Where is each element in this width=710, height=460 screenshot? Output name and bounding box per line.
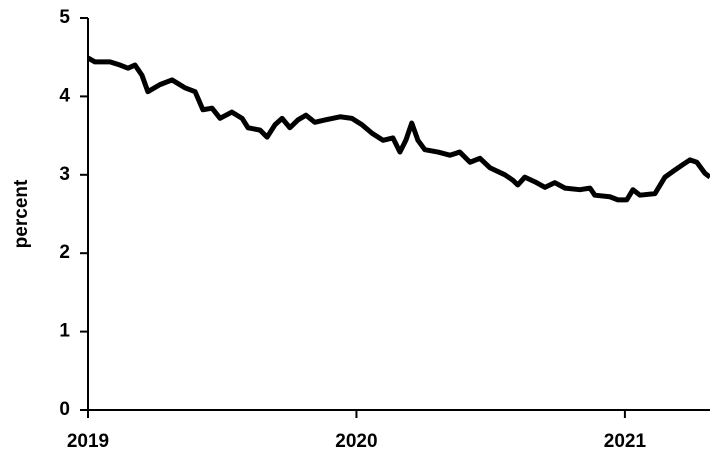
x-tick-label: 2020 bbox=[335, 431, 377, 452]
y-tick-label: 4 bbox=[59, 85, 70, 106]
y-tick-label: 0 bbox=[59, 399, 70, 420]
y-axis-label: percent bbox=[11, 179, 32, 248]
y-tick-label: 1 bbox=[59, 321, 70, 342]
y-tick-label: 3 bbox=[59, 164, 70, 185]
x-tick-label: 2021 bbox=[604, 431, 647, 452]
y-tick-label: 2 bbox=[59, 242, 70, 263]
y-tick-label: 5 bbox=[59, 7, 70, 28]
data-line bbox=[88, 55, 710, 203]
x-tick-label: 2019 bbox=[67, 431, 109, 452]
